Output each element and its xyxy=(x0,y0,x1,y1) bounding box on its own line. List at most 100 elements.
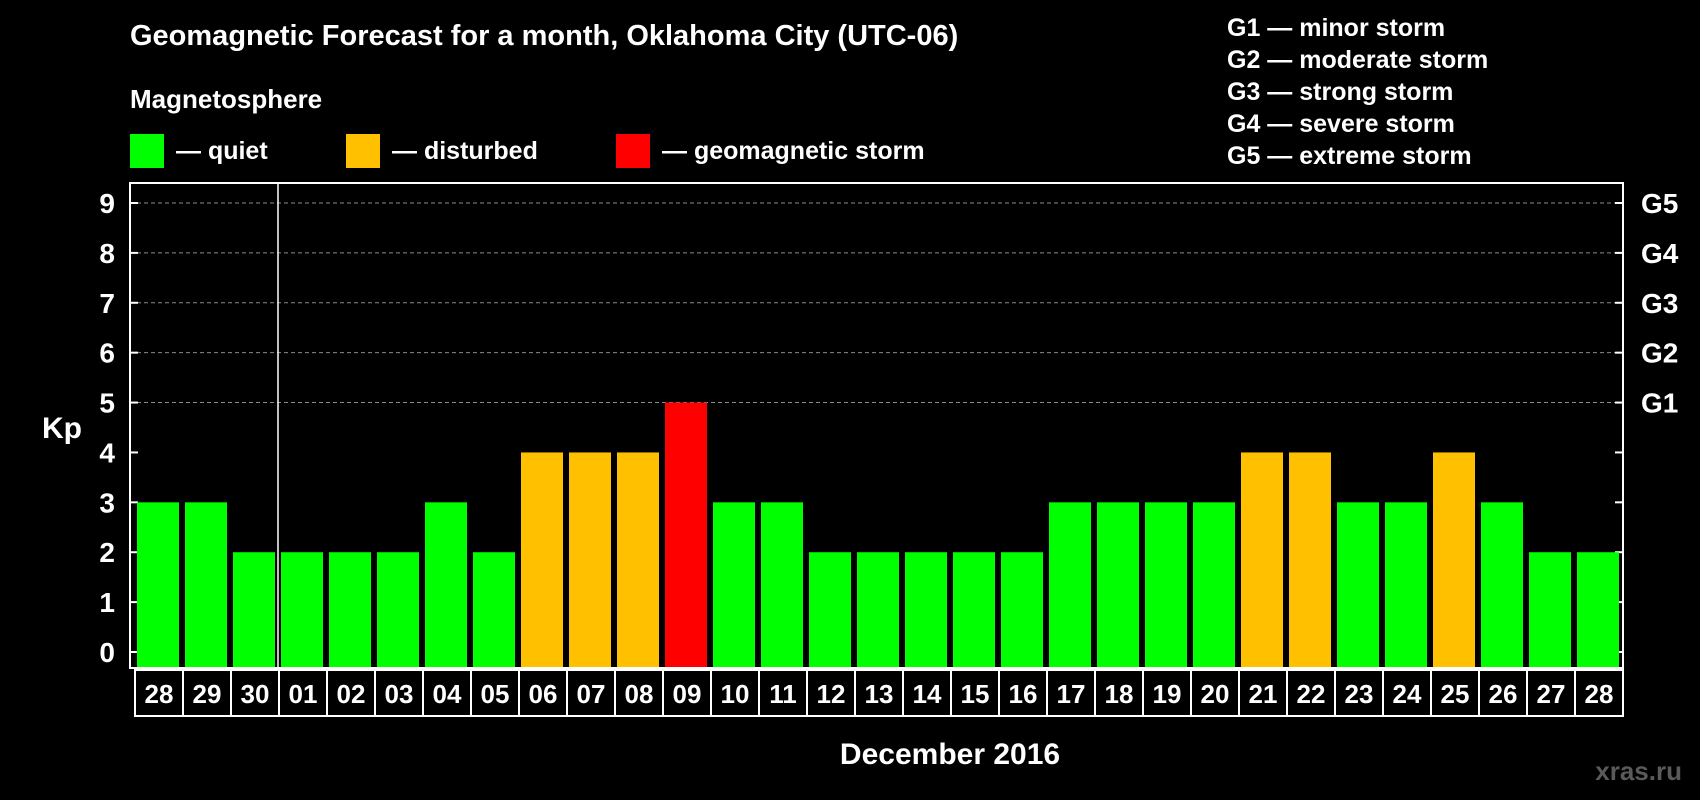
x-tick-label-21: 19 xyxy=(1153,679,1182,709)
y-tick-label-8: 8 xyxy=(99,238,115,269)
y-tick-label-3: 3 xyxy=(99,487,115,518)
x-tick-label-20: 18 xyxy=(1105,679,1134,709)
storm-scale-g1: G1 — minor storm xyxy=(1227,14,1446,42)
bar-2 xyxy=(233,552,275,667)
x-tick-label-5: 03 xyxy=(385,679,414,709)
bar-22 xyxy=(1193,502,1235,667)
x-tick-label-18: 16 xyxy=(1009,679,1038,709)
y-tick-label-6: 6 xyxy=(99,338,115,369)
x-tick-label-0: 28 xyxy=(145,679,174,709)
bar-9 xyxy=(569,452,611,667)
legend-disturbed: — disturbed xyxy=(346,134,538,168)
bar-18 xyxy=(1001,552,1043,667)
watermark: xras.ru xyxy=(1595,756,1682,786)
x-tick-label-12: 10 xyxy=(721,679,750,709)
bar-13 xyxy=(761,502,803,667)
bar-7 xyxy=(473,552,515,667)
bar-14 xyxy=(809,552,851,667)
legend-storm-label: — geomagnetic storm xyxy=(662,136,925,165)
x-tick-label-2: 30 xyxy=(241,679,270,709)
legend-disturbed-label: — disturbed xyxy=(392,136,538,165)
x-tick-label-15: 13 xyxy=(865,679,894,709)
y-tick-label-7: 7 xyxy=(99,288,115,319)
x-tick-label-22: 20 xyxy=(1201,679,1230,709)
legend-disturbed-swatch xyxy=(346,134,380,168)
legend-storm: — geomagnetic storm xyxy=(616,134,925,168)
right-axis-label-G4: G4 xyxy=(1641,238,1679,269)
bar-12 xyxy=(713,502,755,667)
right-axis-label-G1: G1 xyxy=(1641,388,1678,419)
bar-0 xyxy=(137,502,179,667)
bar-10 xyxy=(617,452,659,667)
x-tick-label-24: 22 xyxy=(1297,679,1326,709)
x-tick-label-9: 07 xyxy=(577,679,606,709)
bar-27 xyxy=(1433,452,1475,667)
bar-29 xyxy=(1529,552,1571,667)
x-tick-label-11: 09 xyxy=(673,679,702,709)
y-tick-label-2: 2 xyxy=(99,537,115,568)
x-tick-label-23: 21 xyxy=(1249,679,1278,709)
bar-16 xyxy=(905,552,947,667)
y-tick-label-4: 4 xyxy=(99,437,115,468)
right-axis-label-G5: G5 xyxy=(1641,188,1678,219)
bar-15 xyxy=(857,552,899,667)
x-tick-label-26: 24 xyxy=(1393,679,1422,709)
x-tick-label-4: 02 xyxy=(337,679,366,709)
x-axis-label: December 2016 xyxy=(840,738,1060,771)
y-tick-label-5: 5 xyxy=(99,388,115,419)
legend-quiet-swatch xyxy=(130,134,164,168)
magnetosphere-label: Magnetosphere xyxy=(130,84,323,114)
x-tick-label-28: 26 xyxy=(1489,679,1518,709)
storm-scale-g3: G3 — strong storm xyxy=(1227,78,1454,106)
x-tick-label-7: 05 xyxy=(481,679,510,709)
x-tick-label-17: 15 xyxy=(961,679,990,709)
x-tick-label-3: 01 xyxy=(289,679,318,709)
x-tick-label-27: 25 xyxy=(1441,679,1470,709)
legend-quiet: — quiet xyxy=(130,134,268,168)
bar-5 xyxy=(377,552,419,667)
x-tick-label-10: 08 xyxy=(625,679,654,709)
chart-title: Geomagnetic Forecast for a month, Oklaho… xyxy=(130,20,959,52)
x-tick-label-1: 29 xyxy=(193,679,222,709)
bar-23 xyxy=(1241,452,1283,667)
y-tick-label-9: 9 xyxy=(99,188,115,219)
storm-scale-g2: G2 — moderate storm xyxy=(1227,46,1489,74)
x-tick-label-19: 17 xyxy=(1057,679,1086,709)
y-tick-label-0: 0 xyxy=(99,637,115,668)
bar-17 xyxy=(953,552,995,667)
storm-scale-g5: G5 — extreme storm xyxy=(1227,142,1472,170)
bar-21 xyxy=(1145,502,1187,667)
x-tick-label-8: 06 xyxy=(529,679,558,709)
bar-20 xyxy=(1097,502,1139,667)
bar-3 xyxy=(281,552,323,667)
bar-19 xyxy=(1049,502,1091,667)
right-axis-label-G3: G3 xyxy=(1641,288,1678,319)
legend-quiet-label: — quiet xyxy=(176,136,268,165)
x-tick-label-25: 23 xyxy=(1345,679,1374,709)
bar-26 xyxy=(1385,502,1427,667)
plot-frame xyxy=(129,182,1624,669)
bar-6 xyxy=(425,502,467,667)
bar-25 xyxy=(1337,502,1379,667)
x-tick-label-29: 27 xyxy=(1537,679,1566,709)
y-tick-label-1: 1 xyxy=(99,587,115,618)
date-axis-box xyxy=(134,669,1624,717)
x-tick-label-13: 11 xyxy=(769,679,797,709)
bar-11 xyxy=(665,402,707,667)
bar-30 xyxy=(1577,552,1619,667)
storm-scale-legend: G1 — minor storm G2 — moderate storm G3 … xyxy=(1227,12,1488,172)
x-tick-label-16: 14 xyxy=(913,679,942,709)
bar-8 xyxy=(521,452,563,667)
bar-28 xyxy=(1481,502,1523,667)
bar-24 xyxy=(1289,452,1331,667)
x-tick-label-6: 04 xyxy=(433,679,462,709)
legend-storm-swatch xyxy=(616,134,650,168)
bar-4 xyxy=(329,552,371,667)
storm-scale-g4: G4 — severe storm xyxy=(1227,110,1455,138)
x-tick-label-30: 28 xyxy=(1585,679,1614,709)
y-axis-label: Kp xyxy=(42,412,82,445)
right-axis-label-G2: G2 xyxy=(1641,338,1678,369)
bar-1 xyxy=(185,502,227,667)
x-tick-label-14: 12 xyxy=(817,679,846,709)
